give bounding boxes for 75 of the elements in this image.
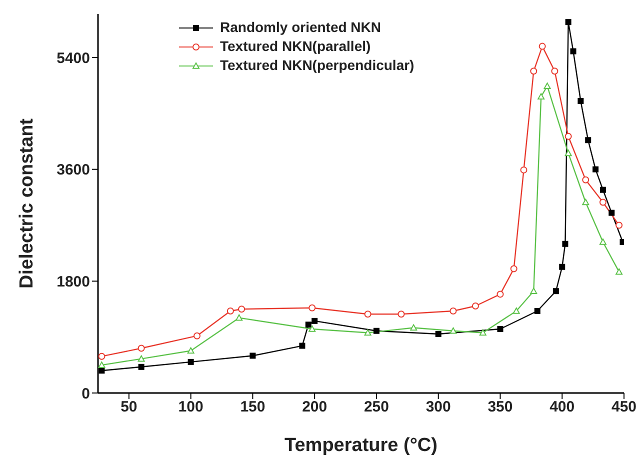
point xyxy=(551,68,558,75)
point xyxy=(562,240,568,247)
point xyxy=(530,68,538,75)
point xyxy=(564,150,572,156)
x-tick-label: 300 xyxy=(426,398,451,416)
point xyxy=(600,186,606,193)
point xyxy=(552,288,559,294)
point xyxy=(299,342,306,349)
point xyxy=(236,314,243,321)
point xyxy=(450,327,457,334)
y-tick-label: 3600 xyxy=(56,162,90,179)
x-tick-label: 250 xyxy=(364,398,389,416)
point xyxy=(373,328,380,334)
x-tick-label: 200 xyxy=(302,398,328,416)
point xyxy=(238,306,246,313)
point xyxy=(138,344,145,352)
point xyxy=(599,198,606,206)
x-tick-label: 50 xyxy=(120,398,138,416)
point xyxy=(520,166,528,174)
point xyxy=(398,310,405,318)
x-tick-label: 450 xyxy=(611,398,637,416)
x-axis-title: Temperature (°C) xyxy=(284,435,438,456)
legend-label: Textured NKN(parallel) xyxy=(220,37,371,56)
point xyxy=(564,132,572,140)
point xyxy=(616,222,623,229)
y-tick-label: 0 xyxy=(82,385,90,402)
point xyxy=(226,307,234,314)
point xyxy=(138,355,145,362)
point xyxy=(599,238,606,245)
y-tick-label: 5400 xyxy=(56,50,90,67)
x-tick-label: 150 xyxy=(240,398,266,416)
legend-label: Textured NKN(perpendicular) xyxy=(220,56,414,75)
y-axis-title: Dielectric constant xyxy=(16,118,38,288)
point xyxy=(544,82,551,89)
point xyxy=(582,198,590,206)
point xyxy=(559,264,566,270)
point xyxy=(305,322,312,328)
point xyxy=(565,19,572,26)
point xyxy=(510,265,518,272)
point xyxy=(98,368,105,374)
legend-label: Randomly oriented NKN xyxy=(220,18,382,37)
point xyxy=(534,308,540,314)
point xyxy=(585,137,592,144)
point xyxy=(530,288,538,294)
x-tick-label: 100 xyxy=(178,398,204,416)
point xyxy=(450,307,457,314)
point xyxy=(435,330,442,337)
point xyxy=(512,307,520,314)
point xyxy=(616,268,623,275)
point xyxy=(592,166,599,172)
point xyxy=(250,352,256,359)
y-tick-label: 1800 xyxy=(56,273,90,290)
point xyxy=(364,329,372,336)
point xyxy=(538,42,546,50)
point xyxy=(496,290,504,298)
point xyxy=(479,329,486,336)
point xyxy=(187,347,194,354)
point xyxy=(410,324,418,331)
point xyxy=(497,326,504,332)
point xyxy=(98,352,106,360)
point xyxy=(582,176,590,184)
point xyxy=(308,304,316,312)
point xyxy=(138,364,144,370)
point xyxy=(194,332,201,340)
point xyxy=(308,326,316,332)
point xyxy=(364,310,372,318)
point xyxy=(472,302,479,310)
x-tick-label: 400 xyxy=(550,398,575,416)
point xyxy=(570,48,576,54)
point xyxy=(188,358,194,365)
point xyxy=(578,98,584,104)
x-tick-label: 350 xyxy=(488,398,513,416)
point xyxy=(538,93,545,100)
point xyxy=(312,318,318,324)
point xyxy=(608,210,615,216)
